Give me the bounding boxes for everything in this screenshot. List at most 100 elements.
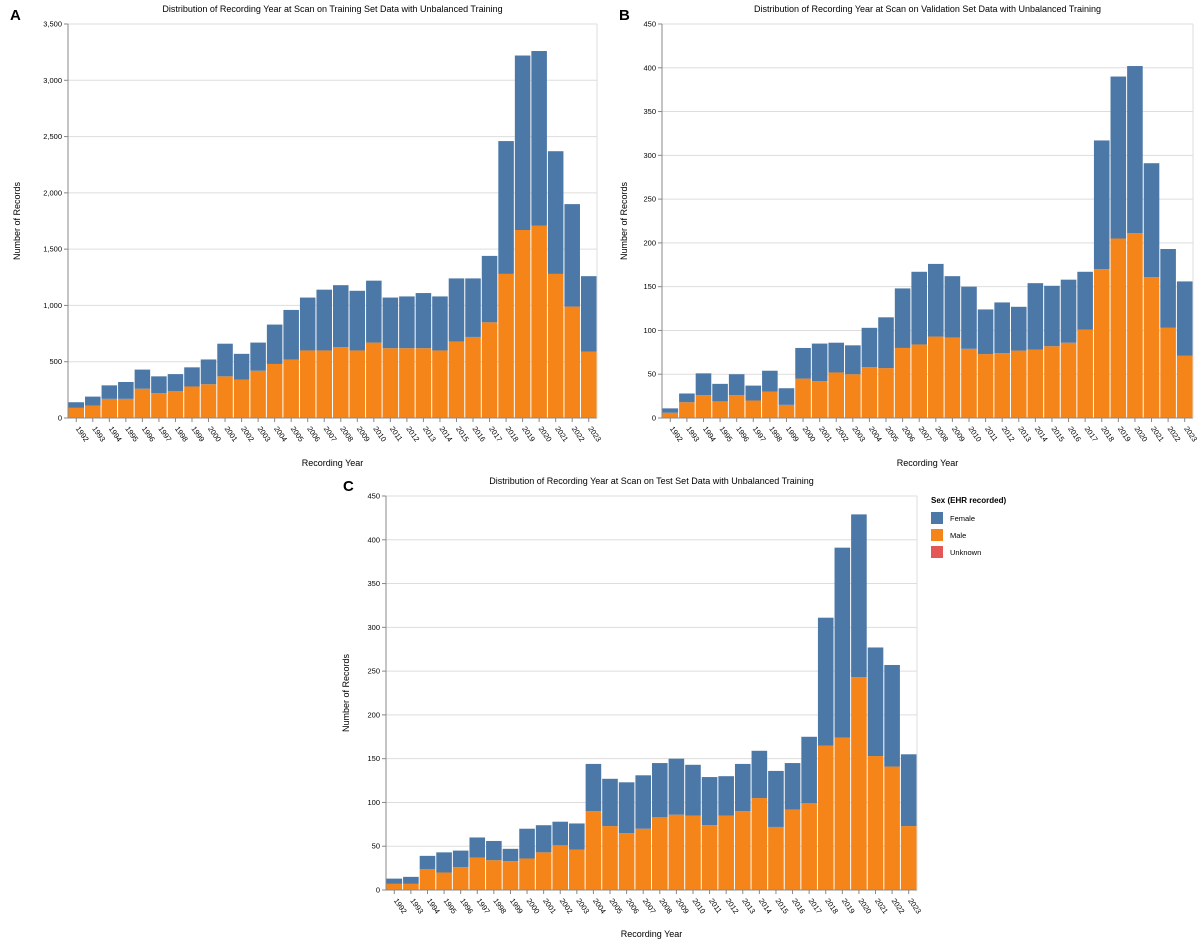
bar-female-2005 bbox=[283, 309, 299, 360]
x-tick-label: 2008 bbox=[657, 897, 674, 916]
y-tick-label: 3,500 bbox=[43, 20, 62, 29]
x-tick-label: 2015 bbox=[454, 425, 471, 444]
x-tick-label: 1994 bbox=[701, 425, 718, 444]
x-tick-label: 2000 bbox=[206, 425, 223, 444]
chart-title: Distribution of Recording Year at Scan o… bbox=[162, 4, 502, 14]
x-tick-label: 2019 bbox=[1116, 425, 1133, 444]
x-tick-label: 2019 bbox=[520, 425, 537, 444]
x-tick-label: 1998 bbox=[173, 425, 190, 444]
x-tick-label: 2011 bbox=[983, 425, 1000, 443]
bar-female-2020 bbox=[1127, 66, 1143, 234]
bar-male-2023 bbox=[1176, 355, 1193, 418]
bar-female-2019 bbox=[1110, 76, 1127, 239]
y-axis-title: Number of Records bbox=[12, 181, 22, 260]
x-tick-label: 1998 bbox=[767, 425, 784, 444]
x-tick-label: 2016 bbox=[790, 897, 807, 916]
x-tick-label: 1993 bbox=[408, 897, 425, 916]
x-tick-label: 2013 bbox=[1016, 425, 1033, 444]
legend-label-female: Female bbox=[950, 514, 975, 523]
bar-male-2014 bbox=[1027, 349, 1044, 418]
x-tick-label: 2007 bbox=[917, 425, 934, 444]
x-tick-label: 1999 bbox=[508, 897, 525, 916]
bar-male-2010 bbox=[366, 342, 382, 418]
bar-male-1992 bbox=[386, 883, 403, 890]
bar-male-2016 bbox=[784, 809, 801, 890]
y-tick-label: 2,000 bbox=[43, 188, 62, 197]
bar-female-2005 bbox=[878, 317, 894, 369]
bar-male-2009 bbox=[668, 814, 685, 890]
y-tick-label: 150 bbox=[367, 754, 380, 763]
x-tick-label: 2012 bbox=[724, 897, 741, 916]
bar-female-2018 bbox=[498, 141, 514, 274]
bar-male-2018 bbox=[817, 745, 834, 890]
bar-male-1997 bbox=[469, 857, 486, 890]
y-tick-label: 300 bbox=[367, 623, 380, 632]
bar-female-2011 bbox=[977, 309, 994, 355]
x-tick-label: 2004 bbox=[272, 425, 289, 444]
bar-male-1996 bbox=[134, 388, 151, 418]
bar-male-2008 bbox=[652, 817, 668, 890]
x-tick-label: 2008 bbox=[933, 425, 950, 444]
bar-female-2012 bbox=[718, 776, 734, 816]
bar-female-2022 bbox=[1160, 249, 1176, 328]
panel-letter: B bbox=[619, 7, 630, 24]
bar-male-2005 bbox=[602, 826, 618, 890]
bar-male-1992 bbox=[68, 407, 85, 418]
bar-female-1998 bbox=[486, 840, 502, 861]
bar-female-2008 bbox=[652, 763, 668, 818]
bar-male-2023 bbox=[580, 351, 597, 418]
x-tick-label: 2007 bbox=[641, 897, 658, 916]
bar-female-2002 bbox=[552, 821, 569, 846]
bar-female-1997 bbox=[745, 385, 762, 401]
x-tick-label: 1997 bbox=[475, 897, 492, 916]
x-axis-title: Recording Year bbox=[302, 458, 364, 468]
y-tick-label: 2,500 bbox=[43, 132, 62, 141]
x-tick-label: 2009 bbox=[950, 425, 967, 444]
bar-female-2016 bbox=[784, 763, 801, 810]
bar-female-2009 bbox=[668, 758, 685, 815]
legend-label-male: Male bbox=[950, 531, 966, 540]
bar-male-1999 bbox=[184, 386, 200, 418]
x-tick-label: 2014 bbox=[757, 897, 774, 916]
x-tick-label: 2019 bbox=[840, 897, 857, 916]
x-tick-label: 1992 bbox=[74, 425, 91, 444]
x-tick-label: 1992 bbox=[392, 897, 409, 916]
x-tick-label: 2022 bbox=[1166, 425, 1183, 444]
bar-male-2006 bbox=[299, 350, 316, 418]
bar-female-2018 bbox=[1093, 140, 1110, 270]
x-tick-label: 2000 bbox=[801, 425, 818, 444]
bar-female-2004 bbox=[861, 327, 878, 368]
bar-male-2015 bbox=[448, 341, 465, 418]
bar-male-2020 bbox=[851, 677, 867, 890]
y-tick-label: 100 bbox=[643, 326, 656, 335]
bar-female-2009 bbox=[944, 276, 961, 338]
y-tick-label: 0 bbox=[652, 414, 656, 423]
legend-swatch-unknown bbox=[931, 546, 943, 558]
bar-male-2011 bbox=[382, 348, 399, 418]
x-tick-label: 1994 bbox=[107, 425, 124, 444]
bar-male-1994 bbox=[101, 398, 118, 418]
bar-female-2006 bbox=[299, 297, 316, 351]
y-tick-label: 300 bbox=[643, 151, 656, 160]
bar-female-2017 bbox=[801, 736, 817, 804]
bar-female-2000 bbox=[795, 347, 811, 379]
bar-female-2020 bbox=[531, 51, 547, 226]
bar-male-2009 bbox=[349, 350, 366, 418]
x-tick-label: 2003 bbox=[850, 425, 867, 444]
x-tick-label: 2005 bbox=[289, 425, 306, 444]
y-tick-label: 400 bbox=[367, 535, 380, 544]
x-tick-label: 2010 bbox=[690, 897, 707, 916]
bar-female-2017 bbox=[1077, 271, 1093, 330]
bar-female-1992 bbox=[662, 408, 679, 413]
bar-male-1997 bbox=[745, 400, 762, 418]
bar-male-2020 bbox=[531, 225, 547, 418]
legend-label-unknown: Unknown bbox=[950, 548, 981, 557]
bar-male-2016 bbox=[465, 336, 481, 418]
bar-male-2015 bbox=[1044, 346, 1060, 418]
chart-title: Distribution of Recording Year at Scan o… bbox=[489, 476, 814, 486]
bar-male-2002 bbox=[233, 379, 250, 418]
x-tick-label: 2021 bbox=[553, 425, 570, 444]
bar-male-1992 bbox=[662, 412, 679, 418]
bar-male-2003 bbox=[250, 370, 266, 418]
